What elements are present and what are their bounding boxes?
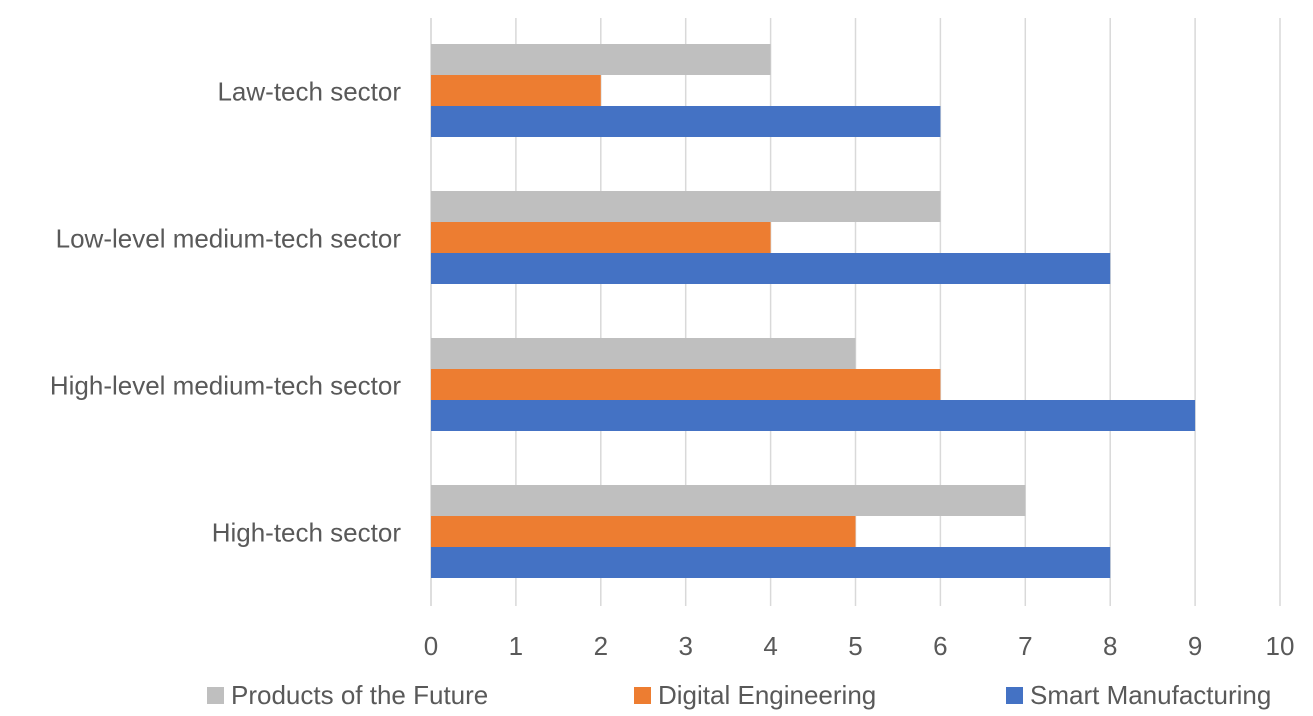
x-tick-label: 2	[594, 631, 608, 661]
bar-digital-engineering-1	[431, 222, 771, 253]
category-label: High-level medium-tech sector	[50, 371, 401, 401]
bar-digital-engineering-2	[431, 369, 941, 400]
bar-smart-manufacturing-0	[431, 106, 941, 137]
legend: Products of the Future Digital Engineerin…	[207, 680, 1271, 710]
legend-label: Smart Manufacturing	[1030, 680, 1271, 710]
x-tick-label: 0	[424, 631, 438, 661]
x-tick-label: 1	[509, 631, 523, 661]
x-tick-label: 3	[678, 631, 692, 661]
x-tick-label: 8	[1103, 631, 1117, 661]
x-tick-label: 9	[1188, 631, 1202, 661]
legend-swatch-smart-manufacturing	[1006, 687, 1023, 704]
x-tick-label: 10	[1266, 631, 1295, 661]
bar-smart-manufacturing-2	[431, 400, 1196, 431]
legend-label: Products of the Future	[231, 680, 488, 710]
bar-products-of-the-future-1	[431, 191, 941, 222]
x-tick-label: 5	[848, 631, 862, 661]
x-tick-label: 7	[1018, 631, 1032, 661]
category-label: Low-level medium-tech sector	[56, 224, 402, 254]
bar-smart-manufacturing-3	[431, 547, 1111, 578]
category-label: High-tech sector	[212, 518, 402, 548]
legend-swatch-products-of-the-future	[207, 687, 224, 704]
bar-digital-engineering-3	[431, 516, 856, 547]
bar-smart-manufacturing-1	[431, 253, 1111, 284]
legend-swatch-digital-engineering	[634, 687, 651, 704]
bar-products-of-the-future-2	[431, 338, 856, 369]
bars	[431, 44, 1196, 578]
x-axis-tick-labels: 0 1 2 3 4 5 6 7 8 9 10	[424, 631, 1295, 661]
x-tick-label: 6	[933, 631, 947, 661]
bar-digital-engineering-0	[431, 75, 601, 106]
x-tick-label: 4	[763, 631, 777, 661]
legend-label: Digital Engineering	[658, 680, 876, 710]
category-labels: Law-tech sector Low-level medium-tech sec…	[50, 77, 401, 548]
bar-products-of-the-future-0	[431, 44, 771, 75]
category-label: Law-tech sector	[217, 77, 401, 107]
bar-products-of-the-future-3	[431, 485, 1026, 516]
